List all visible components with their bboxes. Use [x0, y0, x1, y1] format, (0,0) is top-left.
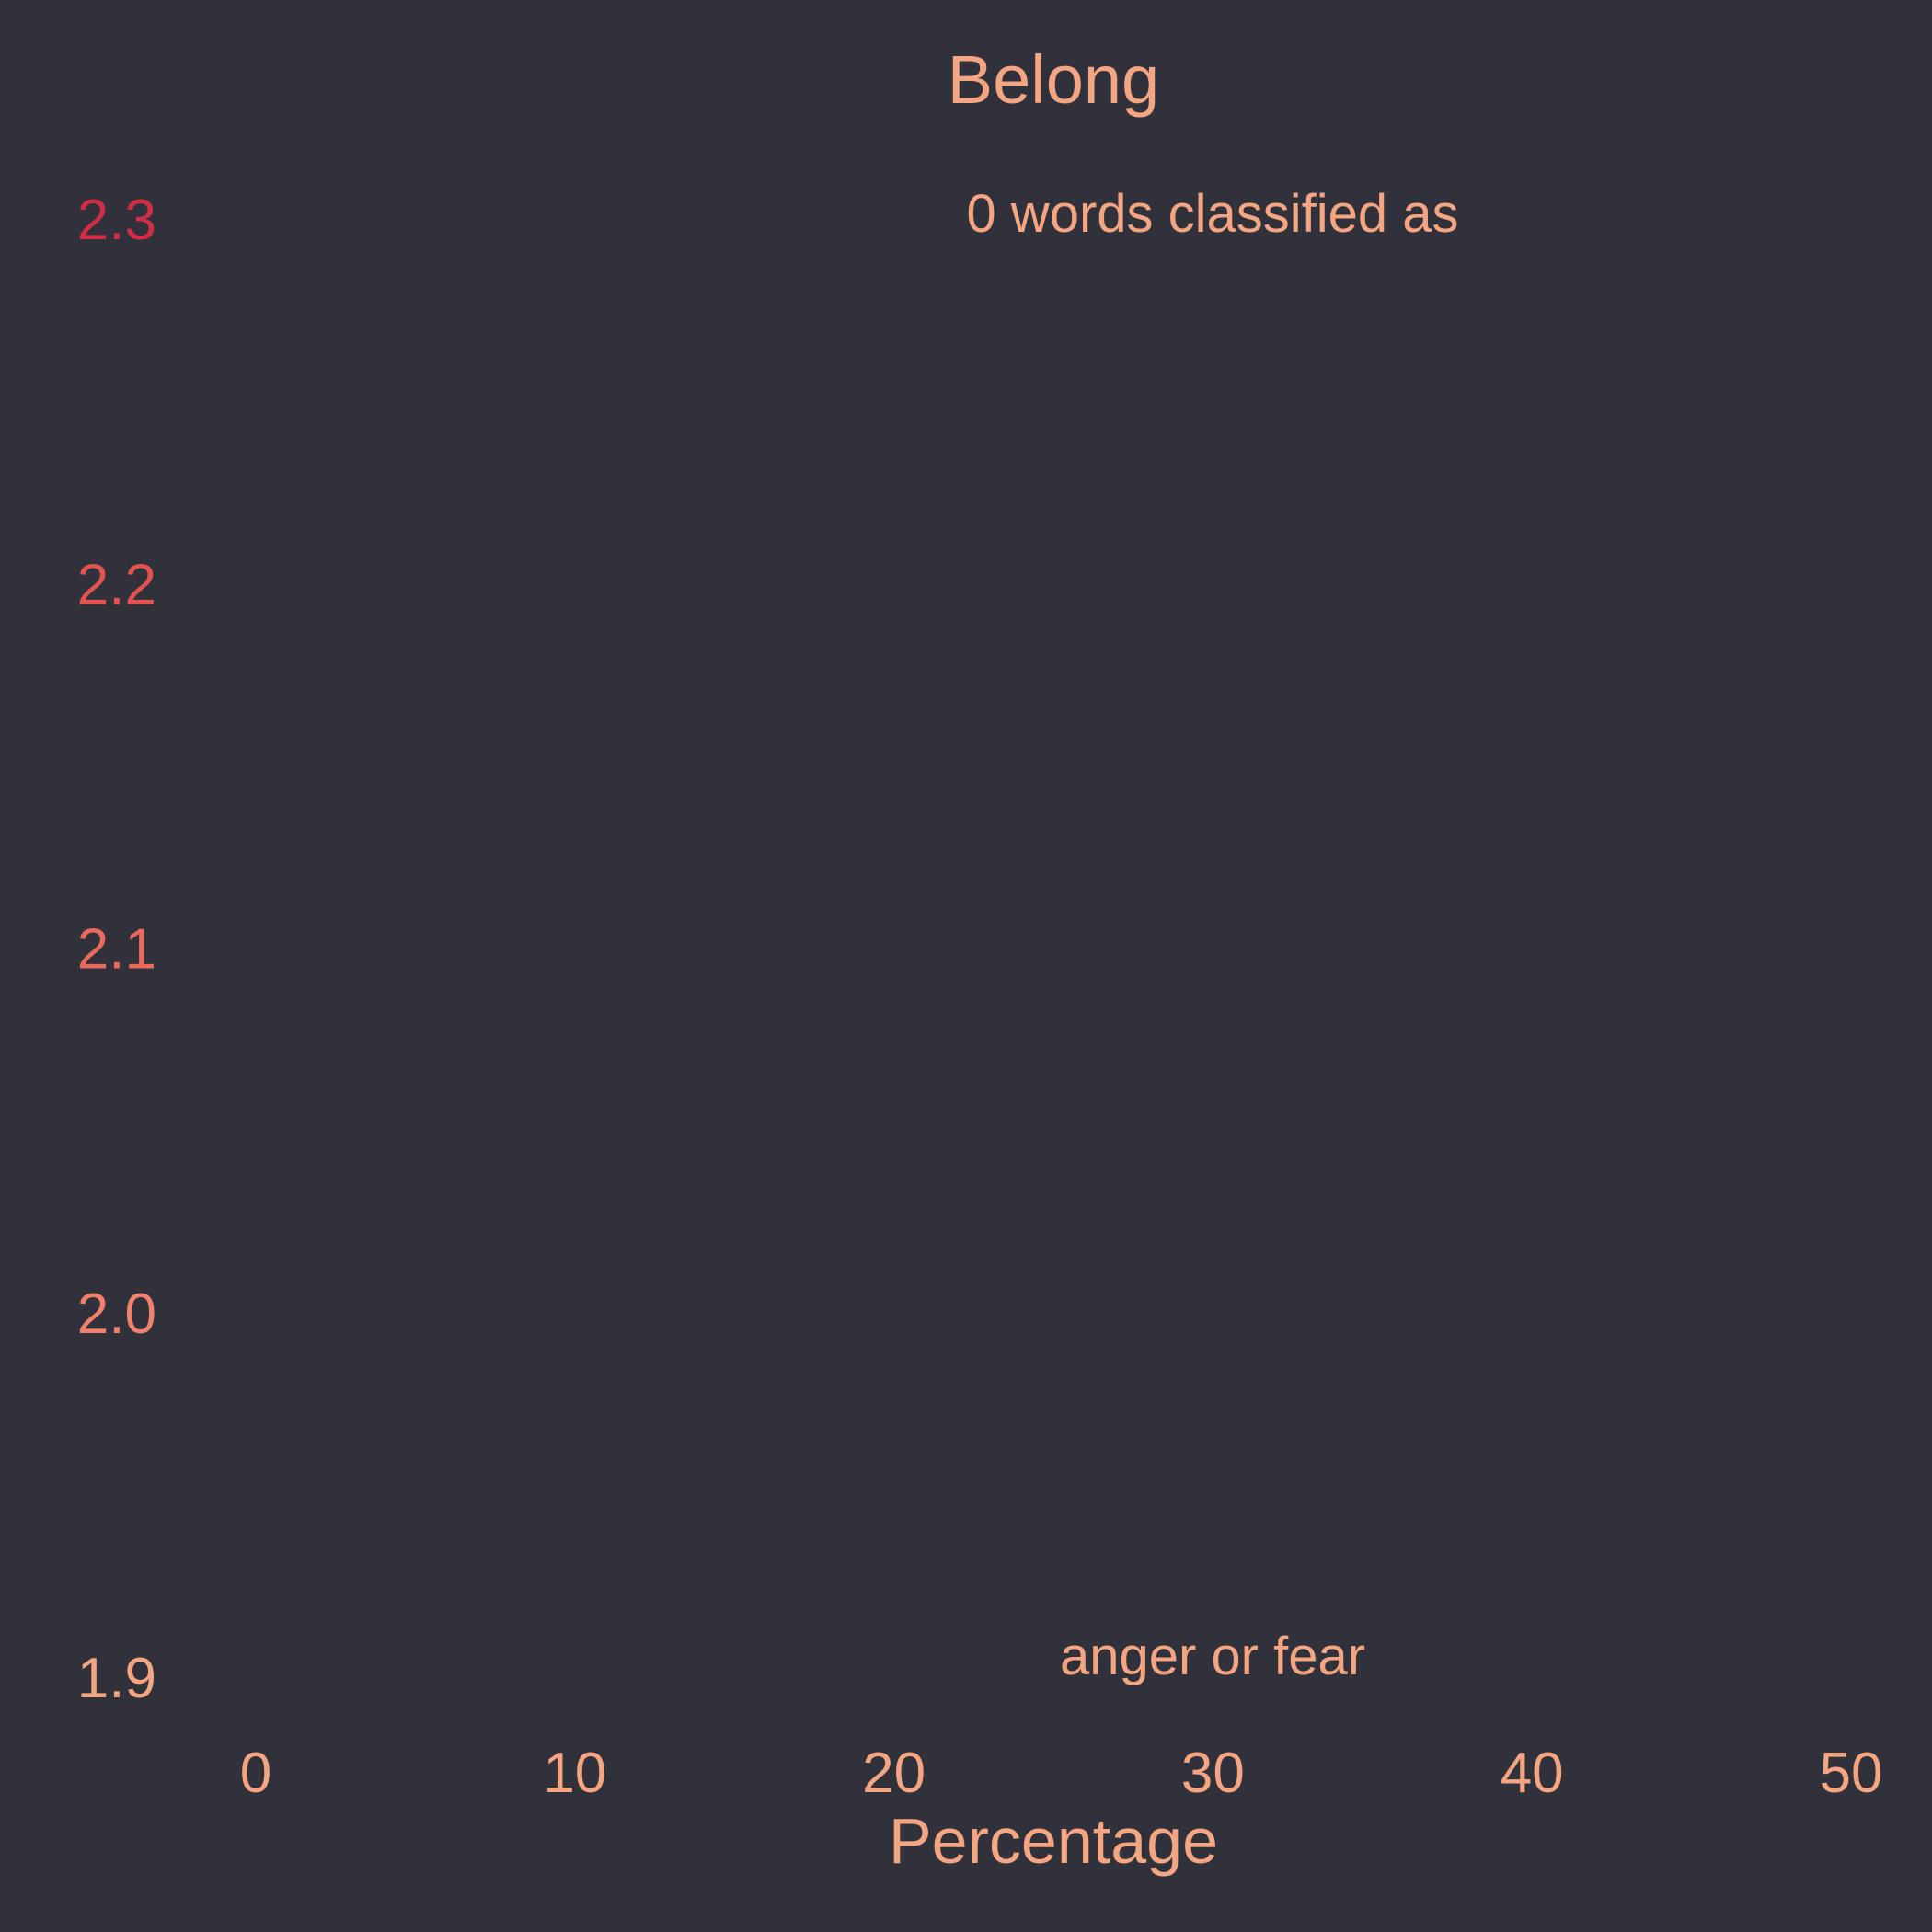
x-axis-tick-labels: 0 10 20 30 40 50	[240, 1742, 1883, 1805]
annotation-top: 0 words classified as	[966, 184, 1458, 244]
y-tick-label: 2.0	[77, 1282, 156, 1346]
x-tick-label: 20	[862, 1742, 926, 1805]
y-tick-label: 1.9	[77, 1647, 156, 1710]
x-axis-label: Percentage	[889, 1805, 1218, 1877]
x-tick-label: 50	[1820, 1742, 1883, 1805]
x-tick-label: 40	[1501, 1742, 1564, 1805]
y-tick-label: 2.2	[77, 553, 156, 616]
x-tick-label: 0	[240, 1742, 271, 1805]
y-tick-label: 2.1	[77, 918, 156, 982]
chart-title: Belong	[948, 41, 1159, 118]
annotation-bottom: anger or fear	[1060, 1627, 1365, 1686]
x-tick-label: 30	[1181, 1742, 1245, 1805]
x-tick-label: 10	[543, 1742, 606, 1805]
y-tick-label: 2.3	[77, 189, 156, 252]
y-axis-tick-labels: 1.9 2.0 2.1 2.2 2.3	[77, 189, 156, 1710]
